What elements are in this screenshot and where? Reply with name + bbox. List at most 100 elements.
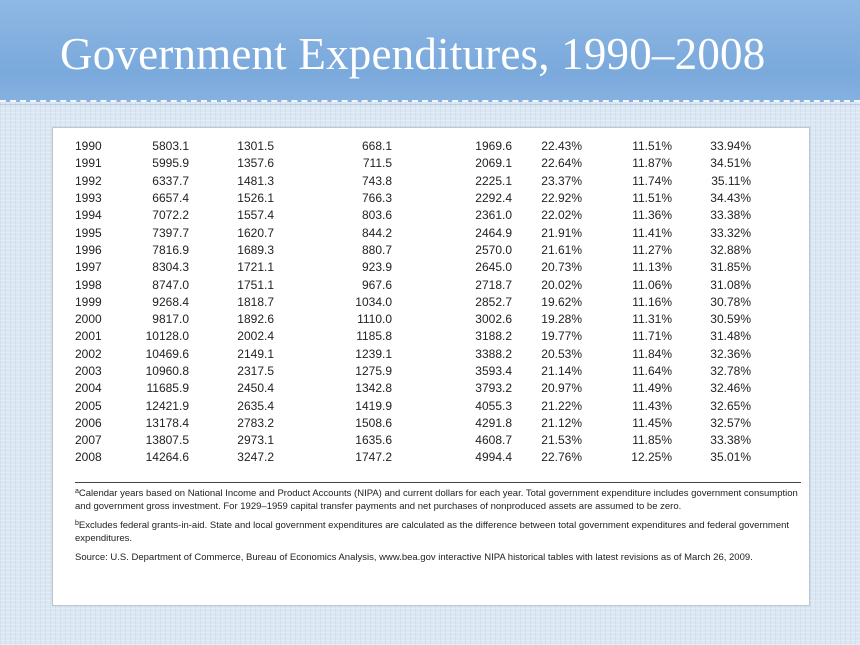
value-cell: 31.08% [710,277,751,292]
value-cell: 711.5 [362,156,392,171]
footnote-divider [75,482,801,483]
value-cell: 11.85% [632,433,672,448]
year-cell: 2004 [75,381,102,396]
value-cell: 2069.1 [475,156,512,171]
value-cell: 32.46% [710,381,751,396]
value-cell: 11.16% [632,294,672,309]
value-cell: 1557.4 [237,208,274,223]
value-cell: 9268.4 [152,294,189,309]
value-cell: 2464.9 [475,225,512,240]
value-cell: 766.3 [361,191,392,206]
value-cell: 11.84% [632,346,672,361]
value-cell: 33.38% [710,208,751,223]
year-cell: 1994 [75,208,102,223]
footnotes: aCalendar years based on National Income… [75,488,801,572]
value-cell: 5995.9 [152,156,189,171]
year-cell: 1996 [75,242,102,257]
value-cell: 3388.2 [475,346,512,361]
value-cell: 1751.1 [237,277,274,292]
value-cell: 11.51% [632,139,672,154]
value-cell: 2292.4 [475,191,512,206]
table-row: 2007 13807.5 2973.1 1635.6 4608.7 21.53% 11.85… [75,432,751,449]
table-row: 1992 6337.7 1481.3 743.8 2225.1 23.37% 11.74% 3… [75,173,751,190]
value-cell: 22.92% [541,191,582,206]
value-cell: 21.53% [541,433,582,448]
value-cell: 2718.7 [475,277,512,292]
value-cell: 13178.4 [145,415,189,430]
value-cell: 11.74% [632,173,672,188]
value-cell: 3002.6 [475,312,512,327]
value-cell: 21.91% [541,225,582,240]
value-cell: 1301.5 [237,139,274,154]
footnote-b: bExcludes federal grants-in-aid. State a… [75,520,801,545]
year-cell: 2002 [75,346,102,361]
value-cell: 4994.4 [475,450,512,465]
value-cell: 10469.6 [145,346,189,361]
value-cell: 1481.3 [237,173,274,188]
value-cell: 1689.3 [237,242,274,257]
value-cell: 4055.3 [475,398,512,413]
year-cell: 2001 [75,329,102,344]
value-cell: 4291.8 [475,415,512,430]
value-cell: 10960.8 [145,364,189,378]
year-cell: 2005 [75,398,102,413]
value-cell: 21.61% [541,242,582,257]
footnote-a-text: Calendar years based on National Income … [75,488,798,512]
value-cell: 1034.0 [355,294,392,309]
value-cell: 1969.6 [475,139,512,154]
value-cell: 32.57% [710,415,751,430]
table-row: 1990 5803.1 1301.5 668.1 1969.6 22.43% 11.51% 3… [75,138,751,155]
value-cell: 32.36% [710,346,751,361]
value-cell: 2635.4 [237,398,274,413]
table-row: 1999 9268.4 1818.7 1034.0 2852.7 19.62% 11.16%… [75,294,751,311]
value-cell: 1239.1 [355,346,392,361]
value-cell: 2317.5 [237,364,274,378]
value-cell: 34.43% [710,191,751,206]
value-cell: 1635.6 [355,433,392,448]
table-row: 1991 5995.9 1357.6 711.5 2069.1 22.64% 11.87% 3… [75,155,751,172]
value-cell: 3593.4 [475,364,512,378]
value-cell: 6657.4 [152,191,189,206]
value-cell: 22.64% [541,156,582,171]
table-row: 2004 11685.9 2450.4 1342.8 3793.2 20.97% 11.49… [75,380,751,397]
value-cell: 1526.1 [237,191,274,206]
footnote-b-marker: b [75,520,79,527]
year-cell: 2007 [75,433,102,448]
value-cell: 20.97% [541,381,582,396]
value-cell: 1275.9 [355,364,392,378]
footnote-a: aCalendar years based on National Income… [75,488,801,513]
title-band-shadow-line [0,104,860,105]
value-cell: 2852.7 [475,294,512,309]
value-cell: 844.2 [361,225,392,240]
value-cell: 30.78% [710,294,751,309]
year-cell: 1999 [75,294,102,309]
value-cell: 31.85% [710,260,751,275]
value-cell: 6337.7 [152,173,189,188]
value-cell: 1892.6 [237,312,274,327]
table-row: 2002 10469.6 2149.1 1239.1 3388.2 20.53% 11.84… [75,346,751,363]
value-cell: 2783.2 [237,415,274,430]
value-cell: 1508.6 [355,415,392,430]
table-row: 2006 13178.4 2783.2 1508.6 4291.8 21.12% 11.45… [75,415,751,432]
table-row: 1996 7816.9 1689.3 880.7 2570.0 21.61% 11.27% 3… [75,242,751,259]
footnote-b-text: Excludes federal grants-in-aid. State an… [75,520,790,544]
year-cell: 2003 [75,364,102,378]
value-cell: 14264.6 [145,450,189,465]
value-cell: 12421.9 [145,398,189,413]
year-cell: 1992 [75,173,102,188]
value-cell: 19.62% [541,294,582,309]
value-cell: 1747.2 [355,450,392,465]
value-cell: 11.64% [632,364,672,378]
value-cell: 32.88% [710,242,751,257]
year-cell: 1991 [75,156,102,171]
value-cell: 2002.4 [237,329,274,344]
value-cell: 7816.9 [152,242,189,257]
value-cell: 2645.0 [475,260,512,275]
year-cell: 1993 [75,191,102,206]
expenditure-table: 1990 5803.1 1301.5 668.1 1969.6 22.43% 11.51% 3… [75,138,751,467]
value-cell: 7072.2 [152,208,189,223]
table-row: 1994 7072.2 1557.4 803.6 2361.0 22.02% 11.36% 3… [75,207,751,224]
table-row: 1995 7397.7 1620.7 844.2 2464.9 21.91% 11.41% 3… [75,224,751,241]
value-cell: 21.12% [541,415,582,430]
value-cell: 22.43% [541,139,582,154]
